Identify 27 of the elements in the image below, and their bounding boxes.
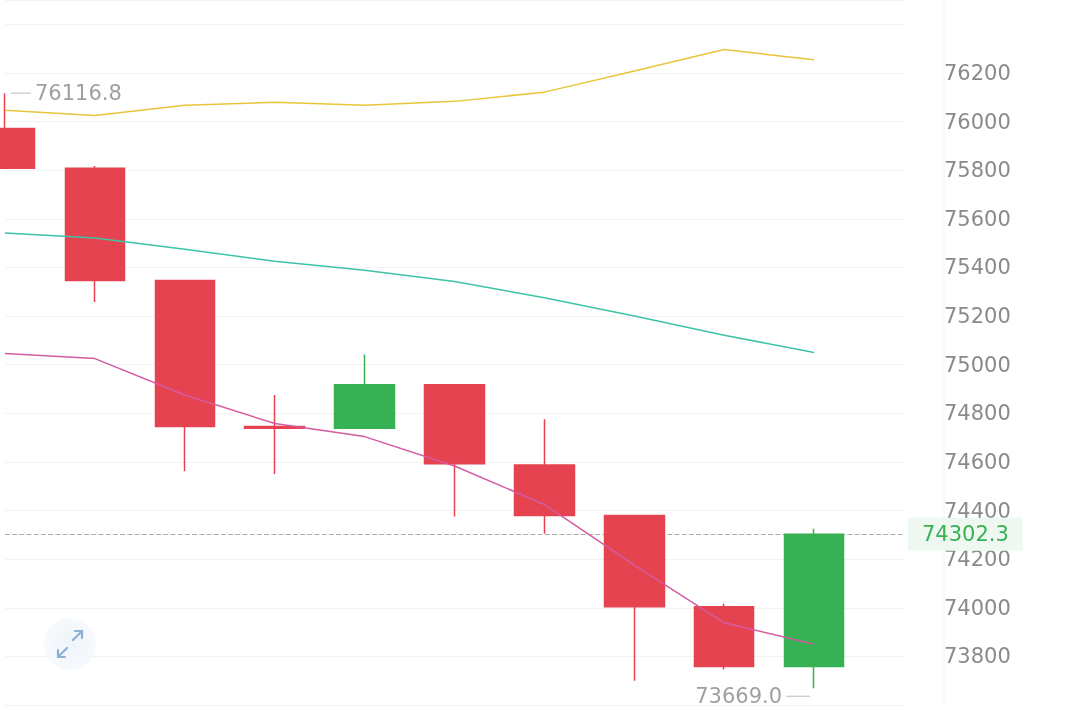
candlestick [693, 602, 755, 671]
y-tick-label: 75000 [944, 352, 1011, 377]
y-tick-label: 74400 [944, 498, 1011, 523]
y-tick-label: 74000 [944, 595, 1011, 620]
candlestick [783, 528, 845, 689]
line-series [4, 232, 815, 354]
y-tick-label: 75400 [944, 255, 1011, 280]
line-series [4, 48, 815, 117]
y-tick-label: 75200 [944, 304, 1011, 329]
y-tick-label: 74600 [944, 449, 1011, 474]
y-tick-label: 76200 [944, 60, 1011, 85]
y-tick-label: 76000 [944, 109, 1011, 134]
y-tick-label: 75600 [944, 206, 1011, 231]
y-tick-label: 74800 [944, 401, 1011, 426]
candlestick [333, 353, 396, 430]
candlestick [513, 418, 576, 535]
ref-line-label: 74302.3 [922, 522, 1009, 547]
candlestick [64, 165, 126, 303]
annotation: 76116.8 [35, 81, 122, 106]
annotation: 73669.0 [695, 684, 783, 709]
line-series [4, 352, 815, 645]
candlestick [154, 279, 216, 472]
y-tick-label: 75800 [944, 158, 1011, 183]
y-tick-label: 74200 [944, 547, 1011, 572]
candlestick [423, 384, 486, 518]
y-tick-label: 73800 [944, 644, 1011, 669]
candlestick [603, 514, 666, 682]
